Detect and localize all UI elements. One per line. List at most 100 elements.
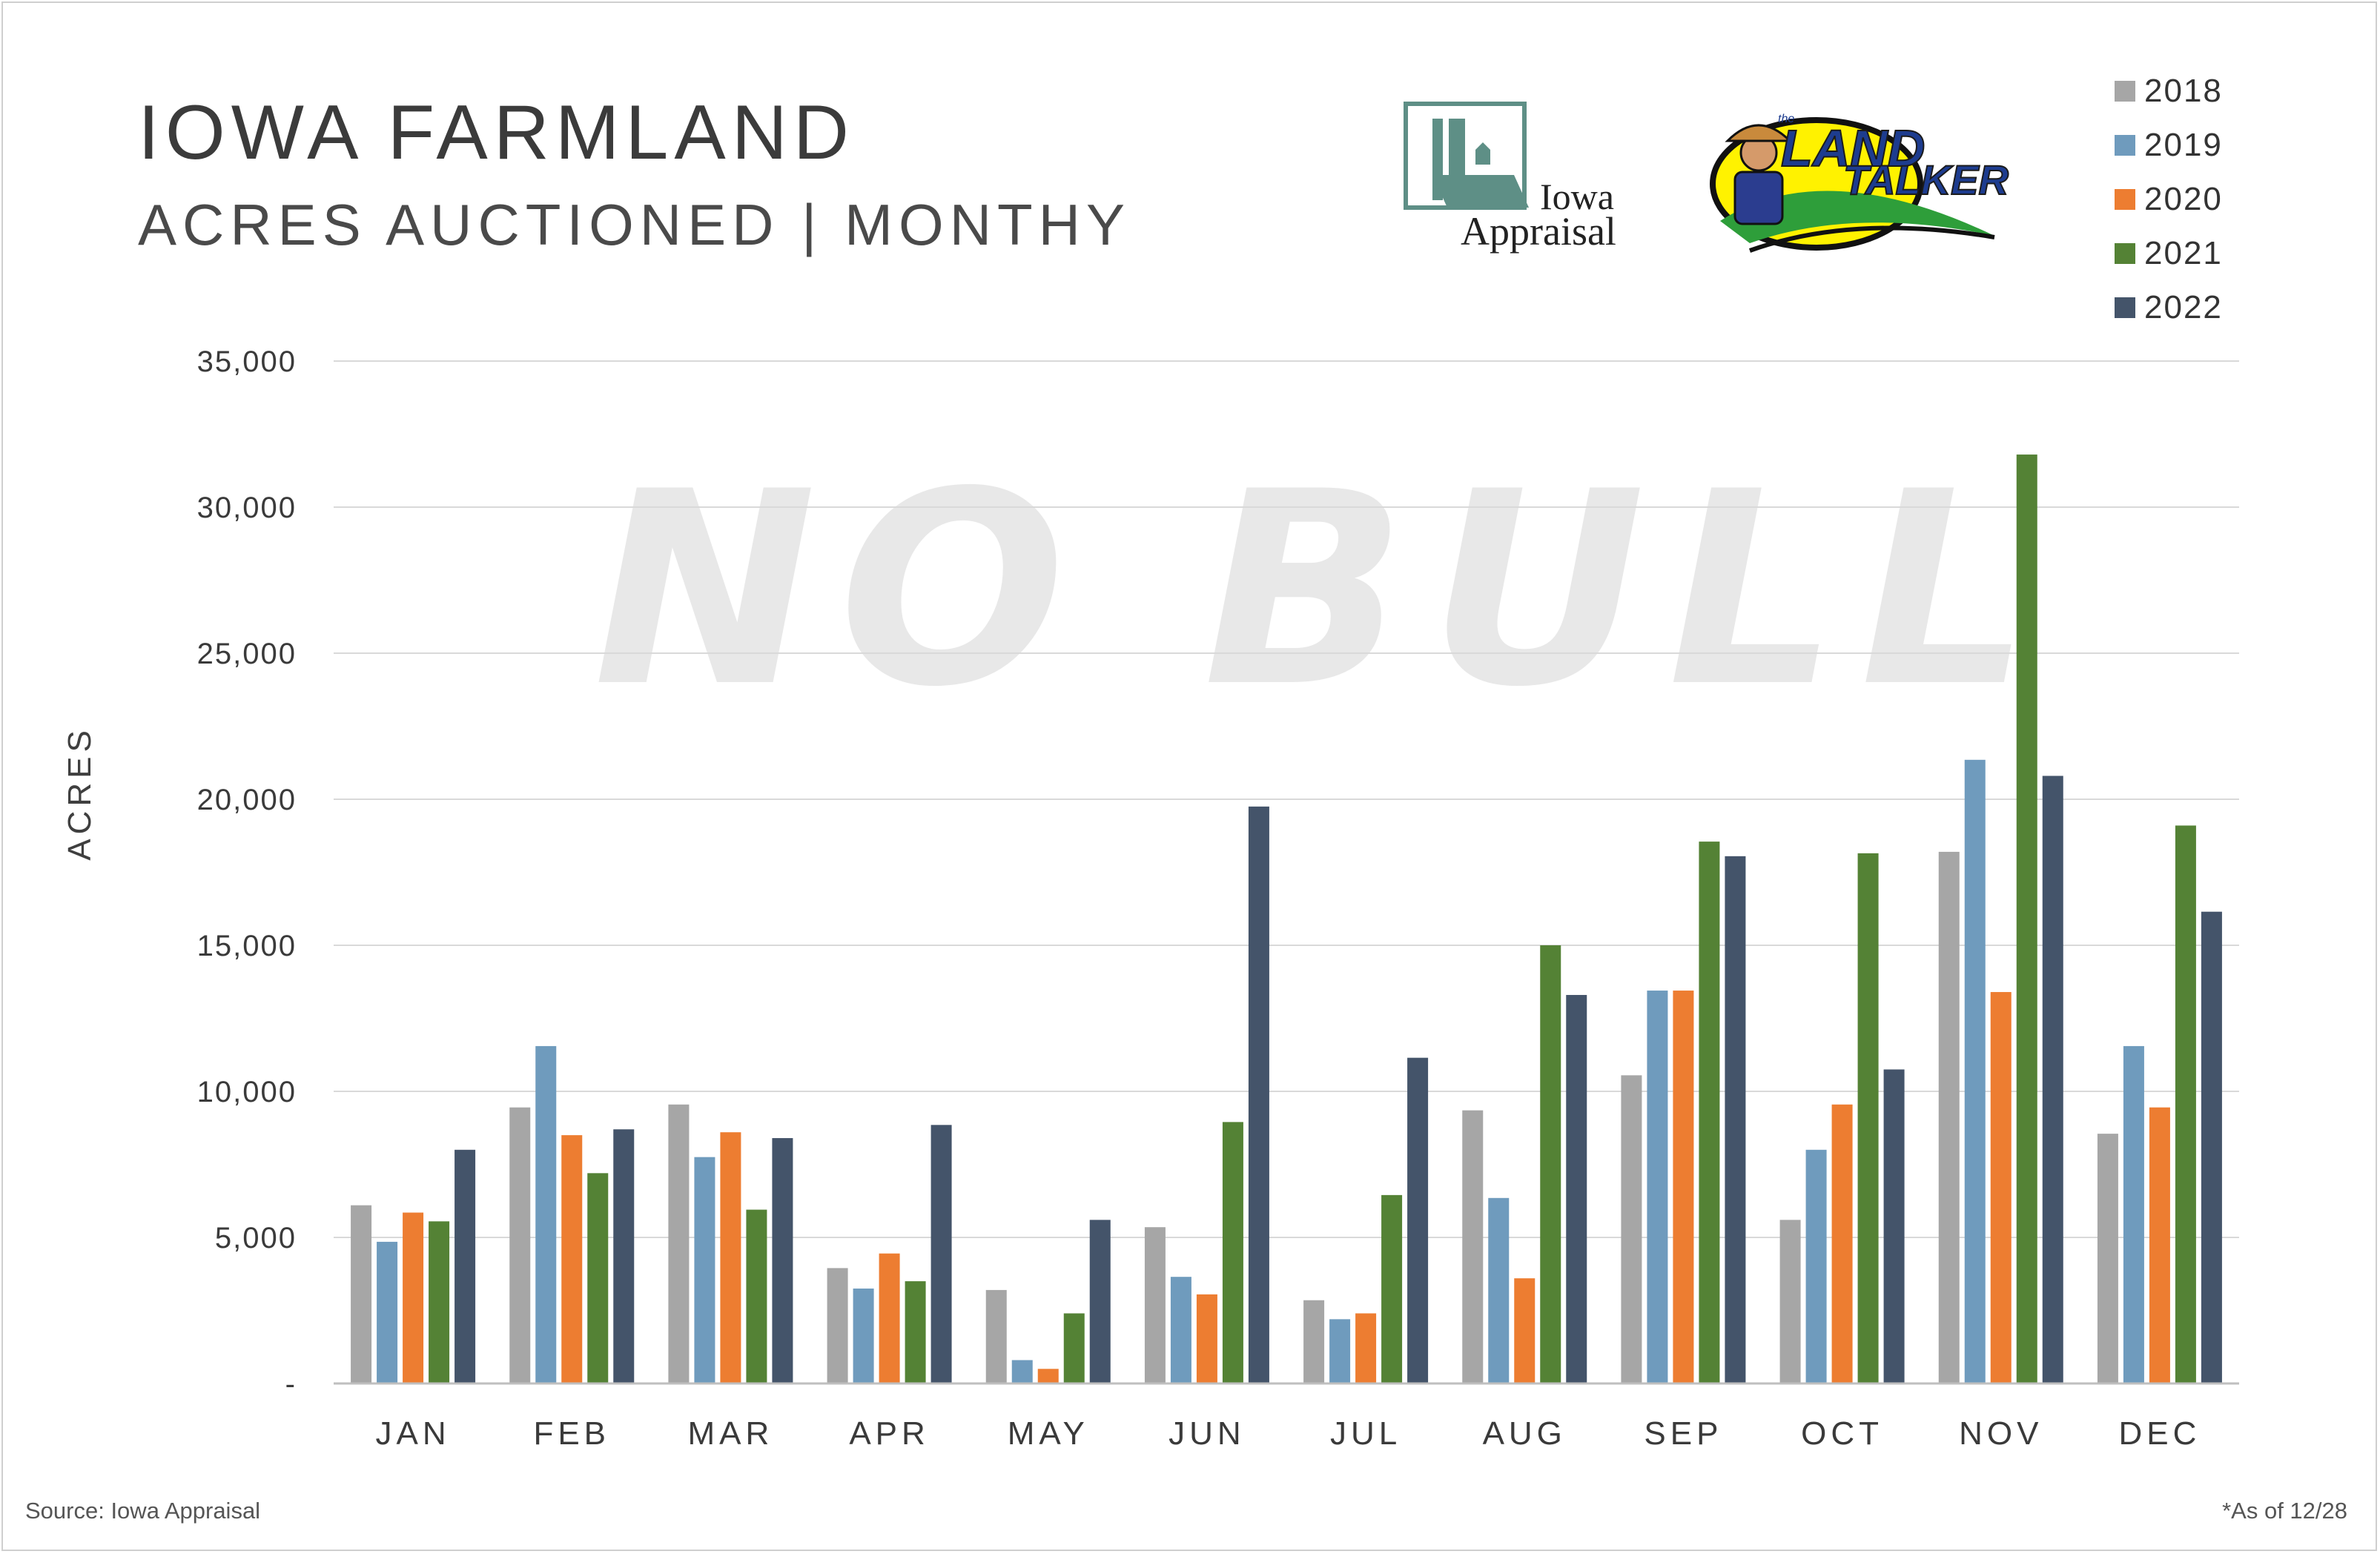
bar-may-2018: [985, 1289, 1007, 1383]
bar-jun-2018: [1144, 1227, 1166, 1383]
iowa-appraisal-text-iowa: Iowa: [1540, 176, 1614, 217]
x-category-label: SEP: [1644, 1415, 1722, 1452]
bar-jul-2019: [1329, 1319, 1351, 1383]
x-category-label: JUN: [1168, 1415, 1246, 1452]
bar-feb-2018: [509, 1107, 531, 1383]
bar-oct-2021: [1857, 853, 1879, 1383]
bar-oct-2018: [1779, 1220, 1801, 1383]
legend-label-2019: 2019: [2144, 126, 2223, 163]
bar-jul-2022: [1407, 1057, 1429, 1383]
y-tick-label: 35,000: [197, 345, 297, 378]
legend-item-2022: 2022: [2115, 280, 2223, 334]
land-talker-the-text: the: [1778, 113, 1795, 125]
bar-sep-2022: [1725, 856, 1746, 1383]
bar-jan-2022: [454, 1149, 476, 1383]
y-tick-label: 5,000: [215, 1222, 297, 1254]
x-axis-categories: JAN FEB MAR APR MAY JUN JUL AUG SEP OCT NOV DEC: [376, 1415, 2201, 1452]
bar-nov-2020: [1990, 992, 2012, 1383]
bar-aug-2019: [1488, 1197, 1510, 1383]
y-tick-label: 30,000: [197, 492, 297, 524]
bar-feb-2022: [613, 1129, 635, 1383]
y-tick-label: 25,000: [197, 638, 297, 670]
legend-item-2018: 2018: [2115, 64, 2223, 118]
bar-dec-2020: [2149, 1107, 2170, 1383]
bar-jan-2021: [429, 1221, 450, 1383]
x-category-label: MAY: [1008, 1415, 1089, 1452]
chart-legend: 2018 2019 2020 2021 2022: [2115, 64, 2223, 334]
y-axis-ticks: - 5,000 10,000 15,000 20,000 25,000 30,000 35,0…: [197, 345, 297, 1401]
legend-item-2020: 2020: [2115, 172, 2223, 226]
bar-aug-2022: [1566, 994, 1587, 1383]
land-talker-land-text: LAND: [1780, 119, 1926, 178]
y-tick-label: 15,000: [197, 930, 297, 962]
bar-oct-2020: [1831, 1104, 1853, 1383]
bar-dec-2021: [2175, 825, 2196, 1383]
bar-aug-2021: [1540, 945, 1561, 1383]
bar-jun-2020: [1196, 1294, 1217, 1383]
x-category-label: JAN: [376, 1415, 451, 1452]
bar-apr-2018: [827, 1268, 848, 1383]
bar-mar-2021: [746, 1209, 767, 1383]
bar-mar-2022: [772, 1138, 793, 1383]
legend-label-2020: 2020: [2144, 180, 2223, 217]
x-category-label: APR: [849, 1415, 929, 1452]
legend-swatch-2019: [2115, 134, 2135, 156]
iowa-appraisal-text-appraisal: Appraisal: [1461, 209, 1616, 254]
y-tick-label: -: [285, 1368, 297, 1401]
bar-apr-2019: [853, 1288, 874, 1383]
page-title: IOWA FARMLAND: [138, 90, 855, 176]
bar-dec-2018: [2097, 1134, 2118, 1383]
bar-aug-2018: [1462, 1110, 1484, 1383]
bar-sep-2018: [1621, 1075, 1642, 1383]
legend-swatch-2021: [2115, 242, 2135, 264]
bar-oct-2019: [1805, 1149, 1827, 1383]
bar-feb-2019: [535, 1045, 557, 1383]
legend-label-2022: 2022: [2144, 288, 2223, 325]
x-category-label: FEB: [533, 1415, 610, 1452]
bars: [351, 454, 2222, 1383]
bar-nov-2022: [2042, 776, 2063, 1383]
x-category-label: AUG: [1483, 1415, 1567, 1452]
legend-swatch-2018: [2115, 80, 2135, 102]
bar-may-2019: [1011, 1360, 1033, 1383]
page-subtitle: ACRES AUCTIONED | MONTHY: [138, 192, 1131, 257]
bar-jun-2022: [1248, 806, 1269, 1383]
iowa-appraisal-logo: Iowa Appraisal: [1403, 101, 1647, 257]
as-of-note: *As of 12/28: [2222, 1498, 2347, 1524]
bar-nov-2018: [1938, 851, 1960, 1383]
bar-oct-2022: [1883, 1069, 1905, 1383]
x-category-label: JUL: [1330, 1415, 1401, 1452]
iowa-appraisal-logo-mark: [1404, 102, 1529, 210]
y-tick-label: 20,000: [197, 784, 297, 816]
bar-feb-2020: [561, 1135, 583, 1383]
bar-jun-2021: [1222, 1122, 1243, 1383]
bar-feb-2021: [587, 1173, 609, 1383]
bar-apr-2020: [879, 1253, 900, 1383]
gridlines: [334, 360, 2239, 1238]
x-category-label: NOV: [1959, 1415, 2043, 1452]
land-talker-talker-text: TALKER: [1842, 156, 2009, 204]
source-note: Source: Iowa Appraisal: [25, 1498, 261, 1524]
bar-sep-2020: [1673, 991, 1694, 1383]
bar-mar-2020: [720, 1132, 741, 1383]
legend-item-2019: 2019: [2115, 118, 2223, 172]
bar-nov-2019: [1964, 759, 1986, 1383]
legend-label-2021: 2021: [2144, 234, 2223, 271]
land-talker-logo: the LAND TALKER: [1705, 110, 2009, 258]
legend-item-2021: 2021: [2115, 226, 2223, 280]
bar-sep-2021: [1699, 842, 1720, 1383]
x-category-label: DEC: [2118, 1415, 2201, 1452]
bar-jun-2019: [1170, 1277, 1191, 1383]
land-talker-logo-mark: [1710, 117, 1995, 253]
y-tick-label: 10,000: [197, 1076, 297, 1108]
legend-swatch-2022: [2115, 297, 2135, 318]
x-category-label: MAR: [688, 1415, 774, 1452]
bar-may-2022: [1089, 1220, 1111, 1383]
bar-dec-2022: [2201, 911, 2222, 1383]
bar-mar-2018: [668, 1104, 690, 1383]
bar-nov-2021: [2016, 454, 2037, 1383]
bar-jan-2020: [403, 1212, 424, 1383]
bar-may-2020: [1037, 1369, 1059, 1383]
